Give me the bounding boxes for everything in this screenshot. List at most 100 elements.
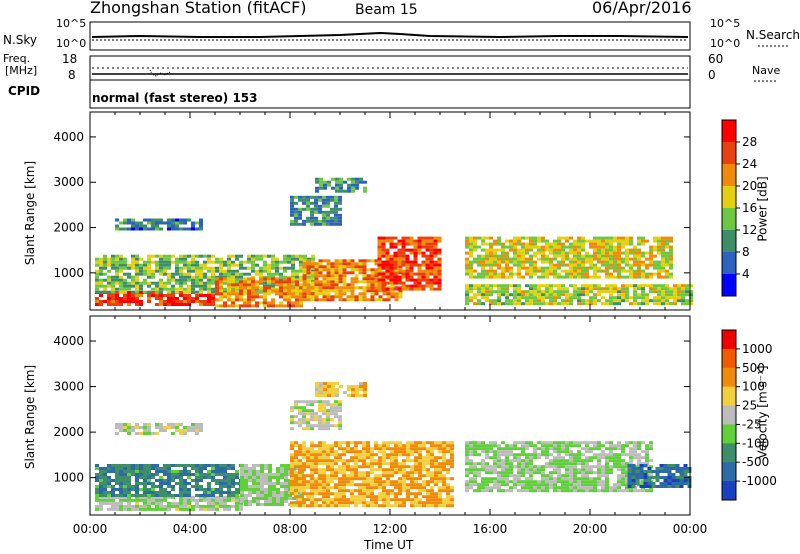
data-cell [446, 492, 450, 496]
data-cell [291, 263, 295, 267]
data-cell [414, 447, 418, 451]
data-cell [159, 426, 163, 429]
data-cell [374, 504, 378, 508]
data-cell [163, 263, 167, 267]
data-cell [637, 296, 641, 300]
data-cell [147, 470, 151, 473]
data-cell [155, 263, 159, 267]
data-cell [549, 302, 553, 306]
data-cell [231, 473, 235, 476]
data-cell [643, 485, 648, 488]
data-cell [621, 474, 625, 478]
data-cell [263, 284, 267, 288]
data-cell [131, 227, 135, 231]
data-cell [425, 269, 430, 273]
data-cell [326, 222, 330, 226]
data-cell [330, 409, 334, 413]
data-cell [294, 222, 298, 226]
data-cell [362, 262, 367, 266]
data-cell [413, 254, 418, 258]
data-cell [167, 224, 171, 228]
data-cell [573, 263, 577, 267]
data-cell [147, 464, 151, 467]
data-cell [426, 474, 430, 478]
data-cell [95, 495, 99, 499]
data-cell [493, 299, 497, 303]
data-cell [187, 300, 191, 303]
data-cell [171, 488, 175, 491]
data-cell [651, 485, 656, 488]
data-cell [115, 473, 119, 476]
data-cell [294, 489, 298, 493]
data-cell [310, 450, 314, 454]
data-cell [334, 283, 339, 287]
data-cell [334, 424, 338, 428]
data-cell [326, 268, 331, 272]
data-cell [255, 286, 259, 290]
data-cell [240, 476, 244, 479]
data-cell [279, 280, 283, 284]
data-cell [310, 219, 314, 223]
data-cell [276, 476, 280, 479]
station-title: Zhongshan Station (fitACF) [90, 0, 307, 17]
data-cell [433, 251, 438, 255]
data-cell [417, 242, 422, 246]
data-cell [421, 272, 426, 276]
data-cell [661, 299, 665, 303]
data-cell [541, 251, 545, 255]
data-cell [390, 450, 394, 454]
data-cell [549, 480, 553, 484]
data-cell [561, 450, 565, 454]
data-cell [581, 254, 585, 258]
data-cell [649, 275, 653, 279]
data-cell [298, 195, 302, 199]
data-cell [410, 453, 414, 457]
data-cell [631, 467, 636, 470]
data-cell [533, 465, 537, 469]
data-cell [617, 480, 621, 484]
data-cell [549, 299, 553, 303]
data-cell [450, 489, 454, 493]
data-cell [299, 278, 303, 282]
data-cell [302, 415, 306, 419]
data-cell [207, 473, 211, 476]
data-cell [541, 474, 545, 478]
data-cell [581, 245, 585, 249]
data-cell [577, 269, 581, 273]
data-cell [179, 287, 183, 291]
data-cell [306, 453, 310, 457]
data-cell [248, 494, 252, 497]
data-cell [199, 464, 203, 467]
data-cell [251, 263, 255, 267]
data-cell [107, 482, 111, 485]
data-cell [442, 450, 446, 454]
data-cell [284, 494, 288, 497]
data-cell [191, 464, 195, 467]
data-cell [655, 467, 660, 470]
data-cell [585, 456, 589, 460]
data-cell [366, 501, 370, 505]
data-cell [667, 485, 672, 488]
data-cell [306, 450, 310, 454]
data-cell [657, 269, 661, 273]
data-cell [609, 468, 613, 472]
data-cell [601, 444, 605, 448]
data-cell [119, 257, 123, 261]
data-cell [426, 456, 430, 460]
data-cell [501, 272, 505, 276]
data-cell [481, 269, 485, 273]
data-cell [323, 186, 327, 190]
data-cell [183, 227, 187, 231]
data-cell [290, 477, 294, 481]
data-cell [155, 297, 159, 300]
data-cell [330, 459, 334, 463]
data-cell [334, 459, 338, 463]
data-cell [417, 287, 422, 291]
data-cell [381, 287, 386, 291]
data-cell [175, 426, 179, 429]
data-cell [645, 489, 649, 493]
data-cell [95, 260, 99, 264]
data-cell [207, 290, 211, 294]
data-cell [291, 254, 295, 258]
data-cell [159, 485, 163, 488]
